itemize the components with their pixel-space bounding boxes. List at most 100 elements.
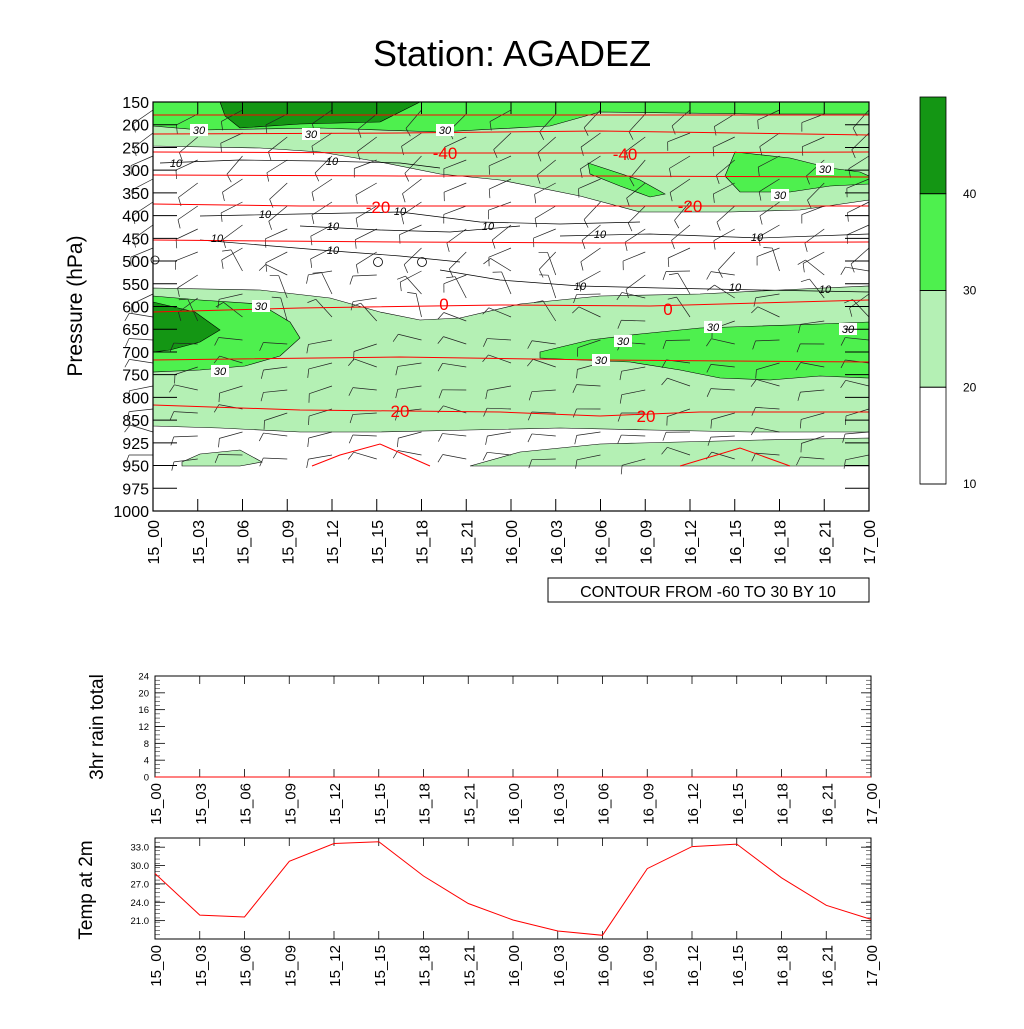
x-tick-label: 17_00 bbox=[862, 520, 879, 565]
y-axis-label: 3hr rain total bbox=[87, 674, 108, 780]
contour-info-text: CONTOUR FROM -60 TO 30 BY 10 bbox=[580, 584, 836, 601]
isotach-label: 10 bbox=[574, 281, 587, 293]
colorbar-swatch bbox=[920, 194, 946, 291]
colorbar-label: 10 bbox=[963, 477, 977, 491]
y-tick-label: 24.0 bbox=[131, 898, 150, 909]
x-tick-label: 15_15 bbox=[372, 783, 389, 825]
isotach-label: 10 bbox=[170, 158, 183, 170]
x-tick-label: 15_03 bbox=[193, 945, 210, 987]
y-tick-label: 24 bbox=[138, 672, 149, 683]
y-tick-label: 8 bbox=[144, 739, 149, 750]
y-tick-label: 600 bbox=[122, 300, 149, 317]
shade-label: 30 bbox=[614, 335, 632, 348]
x-tick-label: 15_09 bbox=[282, 783, 299, 825]
x-tick-label: 16_00 bbox=[506, 783, 523, 825]
isotach-label: 10 bbox=[819, 284, 832, 296]
y-tick-label: 650 bbox=[122, 322, 149, 339]
svg-text:30: 30 bbox=[819, 164, 832, 176]
shade-label: 30 bbox=[592, 354, 610, 367]
shade-label: 30 bbox=[436, 124, 454, 137]
y-tick-label: 27.0 bbox=[131, 879, 150, 890]
x-tick-label: 16_18 bbox=[775, 783, 792, 825]
x-tick-label: 15_00 bbox=[148, 783, 165, 825]
y-tick-label: 550 bbox=[122, 277, 149, 294]
x-tick-label: 17_00 bbox=[864, 783, 881, 825]
svg-text:30: 30 bbox=[617, 336, 630, 348]
x-tick-label: 16_09 bbox=[640, 783, 657, 825]
x-tick-label: 16_15 bbox=[730, 945, 747, 987]
x-tick-label: 15_03 bbox=[191, 520, 208, 565]
temp-label: -20 bbox=[678, 197, 703, 216]
x-tick-label: 15_06 bbox=[236, 520, 253, 565]
temp-label: -20 bbox=[366, 198, 391, 217]
y-tick-label: 750 bbox=[122, 368, 149, 385]
svg-text:30: 30 bbox=[193, 125, 206, 137]
svg-text:30: 30 bbox=[214, 366, 227, 378]
x-tick-label: 16_06 bbox=[594, 520, 611, 565]
y-axis-label: Pressure (hPa) bbox=[64, 235, 87, 376]
x-tick-label: 16_00 bbox=[506, 945, 523, 987]
y-tick-label: 700 bbox=[122, 345, 149, 362]
isotach-label: 10 bbox=[594, 229, 607, 241]
temp-label: 20 bbox=[637, 407, 656, 426]
x-tick-label: 15_21 bbox=[461, 945, 478, 987]
y-tick-label: 925 bbox=[122, 436, 149, 453]
x-tick-label: 16_09 bbox=[640, 945, 657, 987]
colorbar-swatch bbox=[920, 387, 946, 484]
isotach-label: 10 bbox=[394, 206, 407, 218]
x-tick-label: 15_15 bbox=[372, 945, 389, 987]
wind-barb bbox=[129, 409, 153, 412]
y-tick-label: 975 bbox=[122, 481, 149, 498]
x-tick-label: 16_03 bbox=[551, 945, 568, 987]
x-tick-label: 15_12 bbox=[327, 783, 344, 825]
y-tick-label: 12 bbox=[138, 722, 149, 733]
colorbar-swatch bbox=[920, 97, 946, 194]
isotach-label: 10 bbox=[751, 232, 764, 244]
chart-title: Station: AGADEZ bbox=[373, 33, 651, 74]
x-tick-label: 16_12 bbox=[685, 783, 702, 825]
x-tick-label: 15_15 bbox=[370, 520, 387, 565]
x-tick-label: 15_18 bbox=[417, 945, 434, 987]
x-tick-label: 15_21 bbox=[459, 520, 476, 565]
y-tick-label: 350 bbox=[122, 186, 149, 203]
isotach-label: 10 bbox=[729, 282, 742, 294]
svg-text:30: 30 bbox=[305, 129, 318, 141]
isotach-label: 10 bbox=[259, 209, 272, 221]
y-tick-label: 21.0 bbox=[131, 916, 150, 927]
x-tick-label: 16_03 bbox=[551, 783, 568, 825]
y-tick-label: 16 bbox=[138, 705, 149, 716]
y-tick-label: 500 bbox=[122, 254, 149, 271]
x-tick-label: 15_09 bbox=[282, 945, 299, 987]
y-tick-label: 1000 bbox=[113, 504, 149, 521]
y-tick-label: 450 bbox=[122, 231, 149, 248]
x-tick-label: 15_06 bbox=[238, 783, 255, 825]
x-tick-label: 16_18 bbox=[775, 945, 792, 987]
x-tick-label: 16_00 bbox=[504, 520, 521, 565]
x-tick-label: 16_09 bbox=[638, 520, 655, 565]
colorbar-label: 40 bbox=[963, 187, 977, 201]
x-tick-label: 15_12 bbox=[325, 520, 342, 565]
colorbar: 40 30 20 10 bbox=[920, 97, 977, 491]
svg-text:30: 30 bbox=[707, 322, 720, 334]
y-tick-label: 250 bbox=[122, 140, 149, 157]
x-tick-label: 16_15 bbox=[728, 520, 745, 565]
cross-section-panel: -40 -40 -20 -20 0 0 20 20 30 30 30 30 30… bbox=[64, 95, 879, 602]
x-tick-label: 15_06 bbox=[238, 945, 255, 987]
isotach-label: 10 bbox=[326, 156, 339, 168]
svg-text:30: 30 bbox=[774, 190, 787, 202]
plot-frame bbox=[155, 838, 871, 939]
shade-label: 30 bbox=[211, 365, 229, 378]
y-tick-label: 150 bbox=[122, 95, 149, 112]
plot-frame bbox=[155, 676, 871, 777]
colorbar-label: 30 bbox=[963, 284, 977, 298]
x-tick-label: 15_00 bbox=[146, 520, 163, 565]
shade-label: 30 bbox=[704, 321, 722, 334]
temp-label: -40 bbox=[433, 144, 458, 163]
y-tick-label: 33.0 bbox=[131, 843, 150, 854]
x-tick-label: 15_18 bbox=[415, 520, 432, 565]
x-tick-label: 15_09 bbox=[280, 520, 297, 565]
colorbar-label: 20 bbox=[963, 380, 977, 394]
